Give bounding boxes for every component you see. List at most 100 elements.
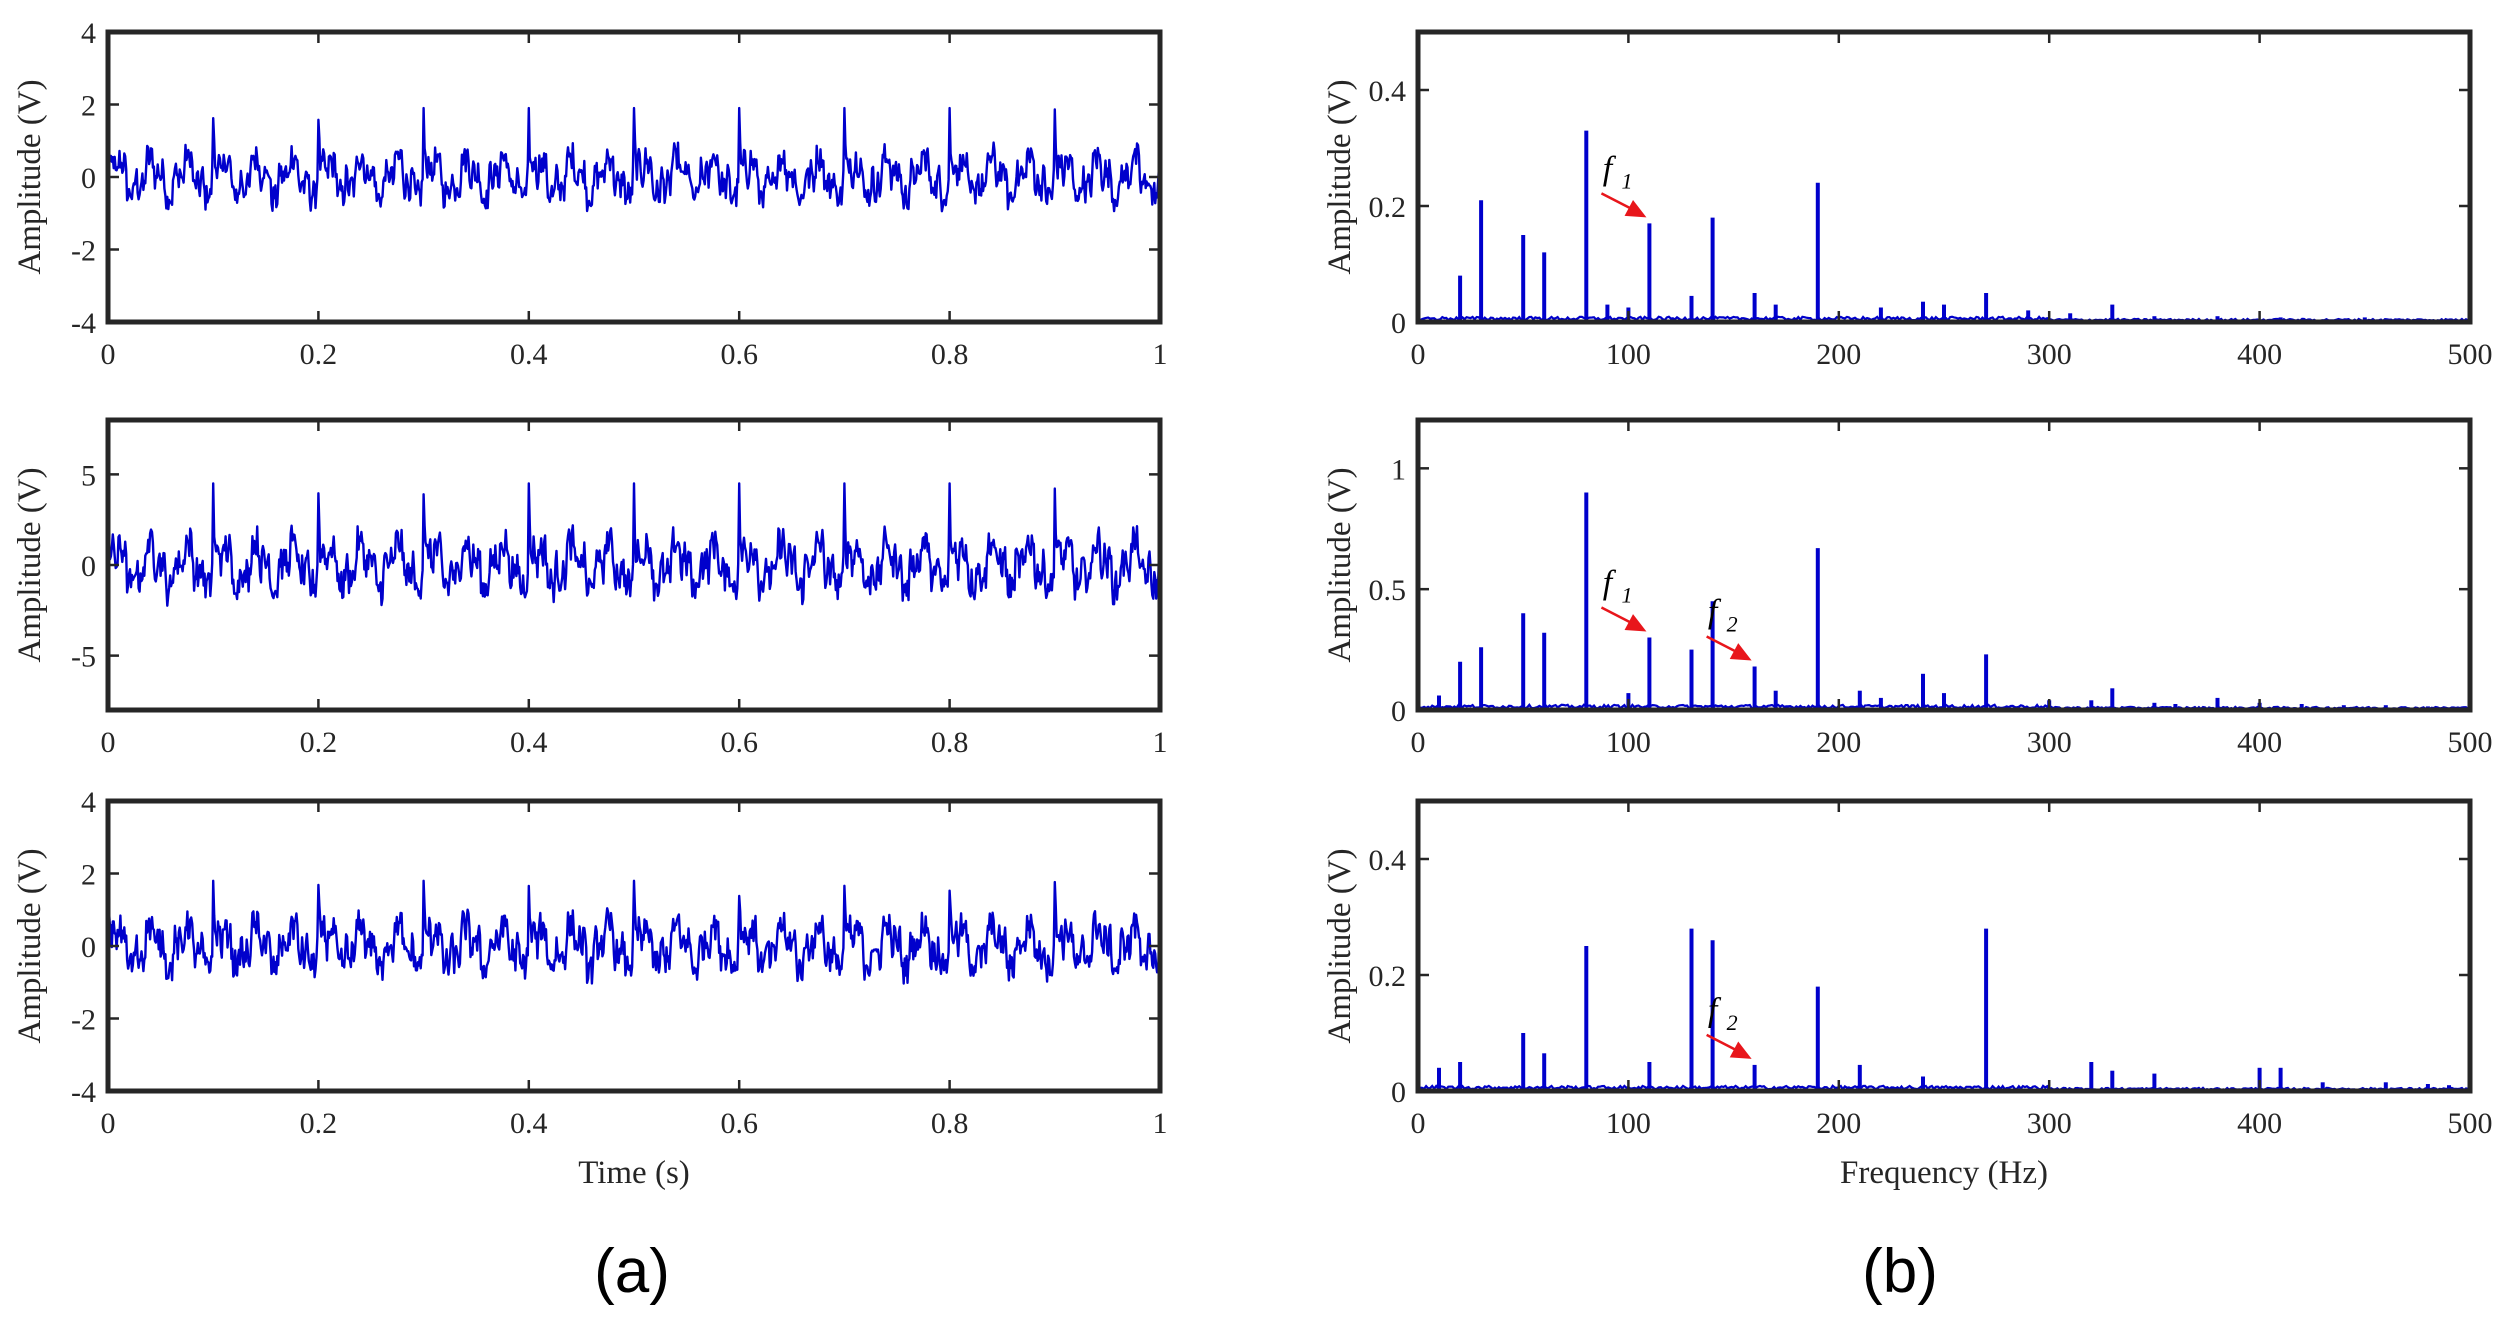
x-tick-label: 300 [2027,1107,2072,1140]
x-tick-label: 0 [101,726,116,759]
x-tick-label: 500 [2448,338,2493,371]
y-tick-label: -4 [71,1076,96,1109]
x-tick-label: 100 [1606,1107,1651,1140]
annotation-label: f [1603,565,1617,602]
annotation-subscript: 2 [1727,1010,1738,1035]
series-a3 [108,879,1160,985]
series-a2 [108,482,1160,607]
x-tick-label: 0.2 [300,726,338,759]
x-tick-label: 400 [2237,338,2282,371]
y-axis-title: Amplitude (V) [1322,848,1358,1043]
x-axis-title: Frequency (Hz) [1840,1155,2048,1191]
y-tick-label: 4 [81,786,96,819]
y-tick-label: 0.2 [1369,191,1407,224]
axis-frame [1415,29,2473,325]
arrow-head [1624,200,1647,218]
annotation-subscript: 1 [1621,168,1632,193]
x-tick-label: 0.8 [931,726,969,759]
annotation-label: f [1708,594,1722,631]
arrow-head [1729,643,1752,661]
y-tick-label: 2 [81,90,96,123]
signal-line [108,879,1160,985]
y-tick-label: 1 [1391,453,1406,486]
series-b3 [1418,928,2470,1091]
x-tick-label: 1 [1153,1107,1168,1140]
x-tick-label: 0.6 [720,726,758,759]
x-tick-label: 0.4 [510,338,548,371]
x-tick-label: 0.4 [510,726,548,759]
annotation-subscript: 2 [1727,612,1738,637]
x-tick-label: 500 [2448,726,2493,759]
arrow-head [1729,1041,1752,1059]
panel-label-b: (b) [1862,1237,1938,1306]
x-tick-label: 0.4 [510,1107,548,1140]
y-tick-label: -4 [71,307,96,340]
y-tick-label: 0 [81,162,96,195]
x-tick-label: 300 [2027,338,2072,371]
x-tick-label: 0 [1411,726,1426,759]
annotation-label: f [1603,150,1617,187]
x-tick-label: 0 [101,338,116,371]
y-tick-label: 0 [81,931,96,964]
x-tick-label: 400 [2237,1107,2282,1140]
x-tick-label: 200 [1816,726,1861,759]
signal-line [108,106,1160,213]
x-tick-label: 0 [101,1107,116,1140]
x-tick-label: 0.2 [300,1107,338,1140]
annotation-label: f [1708,992,1722,1029]
y-tick-label: 0 [1391,695,1406,728]
y-axis-title: Amplitude (V) [1322,79,1358,274]
x-tick-label: 400 [2237,726,2282,759]
y-tick-label: 0 [1391,307,1406,340]
x-tick-label: 0.8 [931,338,969,371]
x-tick-label: 200 [1816,1107,1861,1140]
y-tick-label: -2 [71,235,96,268]
y-tick-label: 0.5 [1369,574,1407,607]
x-tick-label: 0.8 [931,1107,969,1140]
panel-label-a: (a) [594,1237,670,1306]
y-tick-label: 0.4 [1369,75,1407,108]
chart-b3: 0 100 200 300 400 500 0 0.2 0.4 Amplitude (V) Freq… [1322,798,2493,1191]
y-tick-label: 0.2 [1369,960,1407,993]
axis-frame [1415,417,2473,713]
chart-a1: 0 0.2 0.4 0.6 0.8 1 -4 -2 0 2 4 Amplitude (V) [12,17,1168,371]
y-tick-label: -2 [71,1004,96,1037]
x-tick-label: 100 [1606,726,1651,759]
x-tick-label: 1 [1153,726,1168,759]
y-axis-title: Amplitude (V) [12,848,48,1043]
y-axis-title: Amplitude (V) [12,467,48,662]
x-tick-label: 200 [1816,338,1861,371]
x-tick-label: 0.2 [300,338,338,371]
x-tick-label: 500 [2448,1107,2493,1140]
x-tick-label: 300 [2027,726,2072,759]
y-axis-title: Amplitude (V) [12,79,48,274]
annotation-subscript: 1 [1621,583,1632,608]
y-tick-label: -5 [71,641,96,674]
series-b1 [1418,130,2470,322]
series-b2 [1418,492,2470,710]
x-axis-title: Time (s) [578,1155,690,1191]
chart-a2: 0 0.2 0.4 0.6 0.8 1 -5 0 5 Amplitude (V) [12,417,1168,759]
chart-a3: 0 0.2 0.4 0.6 0.8 1 -4 -2 0 2 4 Amplitude (V) Time (… [12,786,1168,1191]
x-tick-label: 0.6 [720,1107,758,1140]
x-tick-label: 0 [1411,1107,1426,1140]
signal-line [108,482,1160,607]
y-tick-label: 0.4 [1369,844,1407,877]
y-axis-title: Amplitude (V) [1322,467,1358,662]
series-a1 [108,106,1160,213]
y-tick-label: 0 [1391,1076,1406,1109]
arrow-head [1624,614,1647,632]
y-tick-label: 2 [81,859,96,892]
x-tick-label: 100 [1606,338,1651,371]
y-tick-label: 5 [81,459,96,492]
x-tick-label: 0.6 [720,338,758,371]
plots-group: 0 0.2 0.4 0.6 0.8 1 -4 -2 0 2 4 Amplitude (V) 0 0.2 0.… [12,17,2493,1191]
y-tick-label: 4 [81,17,96,50]
axis-frame [1415,798,2473,1094]
y-tick-label: 0 [81,550,96,583]
x-tick-label: 0 [1411,338,1426,371]
